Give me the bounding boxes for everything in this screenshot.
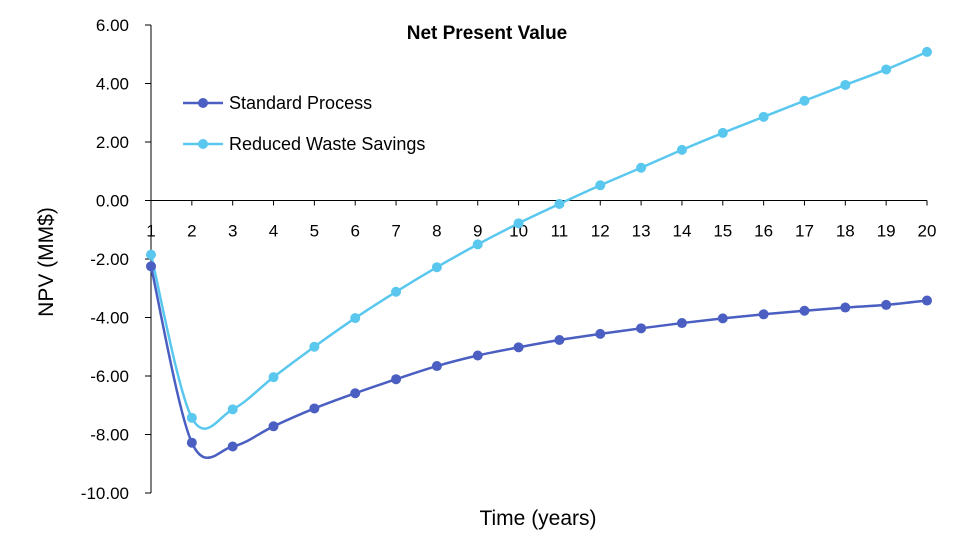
- data-point-series-1: [350, 313, 361, 324]
- data-point-series-1: [431, 262, 442, 273]
- data-point-series-0: [799, 305, 810, 316]
- x-axis-title: Time (years): [479, 507, 596, 530]
- x-tick-label: 16: [754, 222, 773, 241]
- y-tick-label: -8.00: [90, 426, 129, 445]
- x-tick-label: 3: [228, 222, 237, 241]
- x-tick-label: 18: [836, 222, 855, 241]
- data-point-series-0: [350, 388, 361, 399]
- data-point-series-1: [391, 286, 402, 297]
- x-tick-label: 7: [391, 222, 400, 241]
- data-point-series-1: [513, 218, 524, 229]
- data-point-series-0: [840, 302, 851, 313]
- series-line-0: [149, 266, 928, 459]
- data-point-series-1: [636, 162, 647, 173]
- legend-label-0: Standard Process: [229, 93, 372, 113]
- y-tick-label: -6.00: [90, 367, 129, 386]
- y-tick-label: 4.00: [96, 75, 129, 94]
- y-tick-label: 2.00: [96, 133, 129, 152]
- data-point-series-0: [717, 313, 728, 324]
- x-tick-label: 1: [146, 222, 155, 241]
- y-axis-ticks: 6.00 4.00 2.00 0.00 -2.00 -4.00 -6.00 -8.00 -10.…: [81, 16, 151, 503]
- data-point-series-0: [146, 261, 156, 272]
- data-point-series-1: [676, 144, 687, 155]
- data-point-series-0: [431, 361, 442, 372]
- data-point-series-1: [554, 199, 565, 210]
- data-point-series-1: [881, 64, 892, 75]
- data-point-series-1: [595, 180, 606, 191]
- y-tick-label: -4.00: [90, 309, 129, 328]
- data-point-series-1: [472, 239, 483, 250]
- data-point-series-0: [595, 328, 606, 339]
- y-tick-label: -10.00: [81, 484, 129, 503]
- x-tick-label: 8: [432, 222, 441, 241]
- data-point-series-0: [554, 335, 565, 346]
- data-point-series-1: [717, 127, 728, 138]
- legend-marker-1: [198, 139, 208, 149]
- data-point-series-1: [922, 46, 932, 57]
- y-tick-label: -2.00: [90, 250, 129, 269]
- x-tick-label: 6: [350, 222, 359, 241]
- data-point-series-1: [186, 412, 197, 423]
- x-tick-label: 19: [877, 222, 896, 241]
- data-point-series-0: [268, 421, 279, 432]
- data-point-series-0: [186, 437, 197, 448]
- legend: Standard Process Reduced Waste Savings: [183, 93, 425, 154]
- legend-label-1: Reduced Waste Savings: [229, 134, 425, 154]
- y-axis-title: NPV (MM$): [35, 207, 58, 317]
- data-point-series-1: [268, 372, 279, 383]
- chart-title: Net Present Value: [407, 23, 568, 44]
- x-tick-label: 15: [713, 222, 732, 241]
- data-point-series-1: [146, 249, 156, 260]
- data-point-series-0: [391, 374, 402, 385]
- data-point-series-0: [676, 318, 687, 329]
- x-tick-label: 4: [269, 222, 278, 241]
- data-point-series-1: [799, 95, 810, 106]
- y-tick-label: 6.00: [96, 16, 129, 35]
- legend-marker-0: [198, 98, 208, 108]
- x-tick-label: 5: [310, 222, 319, 241]
- data-point-series-0: [309, 403, 320, 414]
- data-point-series-1: [758, 111, 769, 122]
- x-tick-label: 12: [591, 222, 610, 241]
- x-tick-label: 2: [187, 222, 196, 241]
- x-tick-label: 11: [551, 222, 569, 241]
- data-point-series-1: [840, 79, 851, 90]
- x-tick-label: 17: [795, 222, 814, 241]
- data-point-series-0: [472, 350, 483, 361]
- data-point-series-0: [758, 309, 769, 320]
- data-point-series-1: [309, 341, 320, 352]
- x-tick-label: 9: [473, 222, 482, 241]
- data-point-series-0: [513, 342, 524, 353]
- data-point-series-0: [881, 299, 892, 310]
- y-tick-label: 0.00: [96, 192, 129, 211]
- x-tick-label: 14: [672, 222, 691, 241]
- x-axis-ticks: 1 2 3 4 5 6 7 8 9 10 11 12 13 14 15 16 17 18 19 20: [146, 200, 937, 241]
- x-tick-label: 20: [918, 222, 937, 241]
- data-point-series-1: [227, 404, 238, 415]
- data-point-series-0: [227, 441, 238, 452]
- x-tick-label: 13: [632, 222, 651, 241]
- data-point-series-0: [636, 323, 647, 334]
- data-point-series-0: [922, 295, 932, 306]
- series-markers: [146, 46, 932, 452]
